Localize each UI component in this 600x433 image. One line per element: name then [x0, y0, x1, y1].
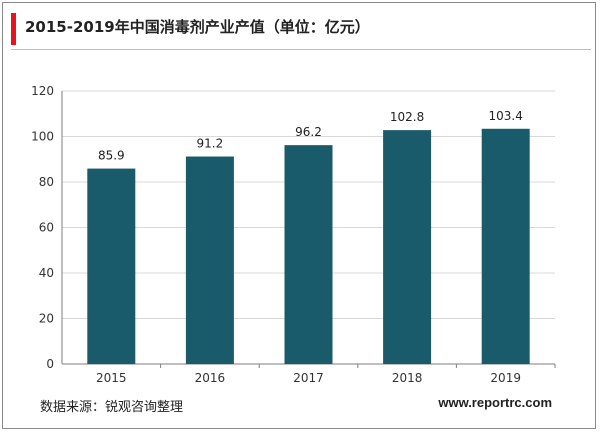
bar	[481, 128, 530, 364]
y-tick-label: 80	[39, 175, 54, 189]
website-link[interactable]: www.reportrc.com	[438, 395, 552, 410]
bar	[185, 156, 234, 364]
x-tick-label: 2016	[195, 371, 226, 385]
x-tick-label: 2017	[293, 371, 324, 385]
source-note: 数据来源：锐观咨询整理	[40, 400, 184, 415]
chart-title: 2015-2019年中国消毒剂产业产值（单位：亿元）	[25, 18, 370, 36]
bar	[383, 130, 432, 364]
bar	[284, 145, 333, 364]
y-tick-label: 0	[46, 357, 54, 371]
bar	[87, 168, 136, 364]
data-label: 85.9	[98, 149, 125, 163]
y-tick-label: 60	[39, 221, 54, 235]
x-tick-label: 2019	[490, 371, 521, 385]
data-label: 91.2	[197, 137, 224, 151]
data-label: 103.4	[489, 109, 523, 123]
data-label: 96.2	[295, 125, 322, 139]
y-tick-label: 120	[31, 84, 54, 98]
x-tick-label: 2018	[392, 371, 423, 385]
title-divider	[11, 49, 591, 50]
y-tick-label: 40	[39, 266, 54, 280]
data-label: 102.8	[390, 110, 424, 124]
title-accent-bar	[11, 13, 16, 45]
y-tick-label: 20	[39, 312, 54, 326]
x-tick-label: 2015	[96, 371, 127, 385]
y-tick-label: 100	[31, 130, 54, 144]
